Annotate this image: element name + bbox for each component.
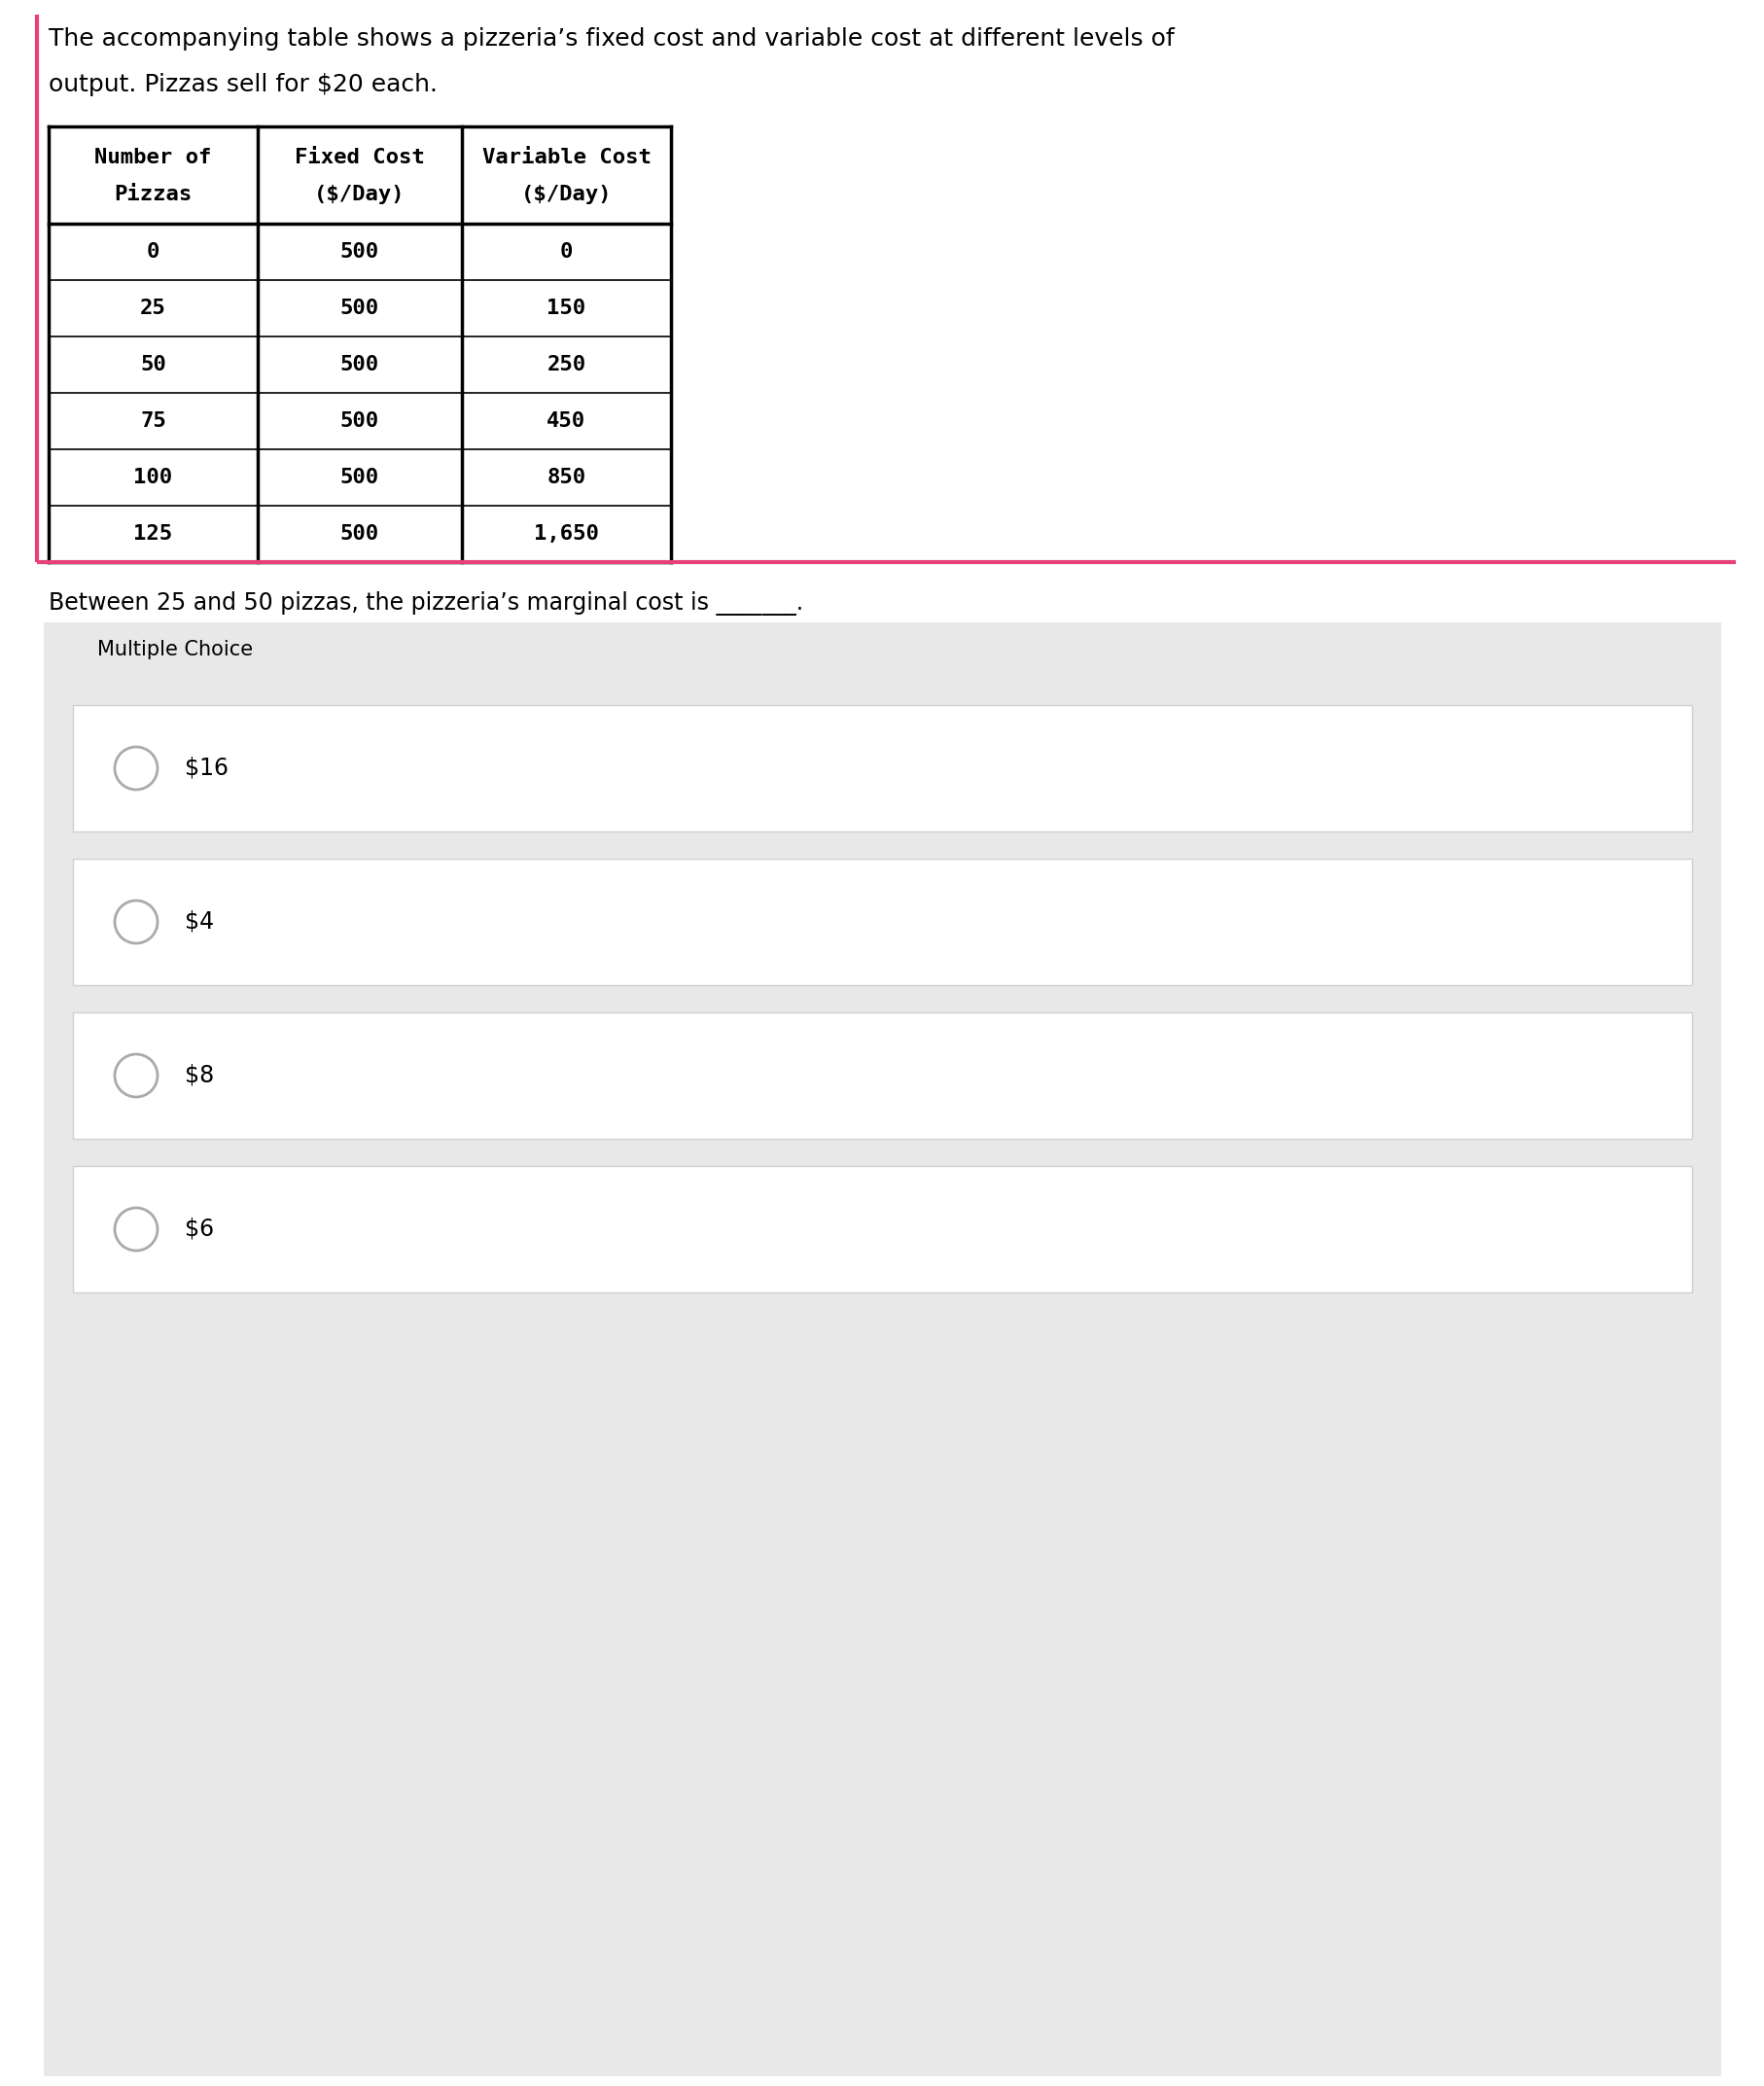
Text: $6: $6 — [185, 1218, 213, 1241]
FancyBboxPatch shape — [72, 1012, 1692, 1139]
Text: 500: 500 — [340, 524, 379, 544]
Text: 500: 500 — [340, 467, 379, 488]
Text: $4: $4 — [185, 909, 213, 935]
Text: Multiple Choice: Multiple Choice — [97, 640, 252, 659]
Text: 850: 850 — [547, 467, 586, 488]
Text: output. Pizzas sell for $20 each.: output. Pizzas sell for $20 each. — [49, 73, 437, 96]
FancyBboxPatch shape — [72, 859, 1692, 985]
FancyBboxPatch shape — [44, 622, 1720, 2076]
Text: 500: 500 — [340, 298, 379, 317]
Text: Fixed Cost: Fixed Cost — [295, 148, 425, 167]
Text: 25: 25 — [139, 298, 166, 317]
Text: $16: $16 — [185, 757, 228, 780]
Text: Number of: Number of — [95, 148, 212, 167]
Text: Between 25 and 50 pizzas, the pizzeria’s marginal cost is _______.: Between 25 and 50 pizzas, the pizzeria’s… — [49, 590, 803, 615]
Text: ($/Day): ($/Day) — [520, 186, 612, 204]
Text: 125: 125 — [134, 524, 173, 544]
Text: 75: 75 — [139, 411, 166, 432]
Text: 250: 250 — [547, 355, 586, 373]
Text: $8: $8 — [185, 1064, 213, 1087]
Text: 50: 50 — [139, 355, 166, 373]
Text: 500: 500 — [340, 411, 379, 432]
Text: 1,650: 1,650 — [534, 524, 598, 544]
Text: 0: 0 — [146, 242, 159, 261]
Text: 100: 100 — [134, 467, 173, 488]
Text: 500: 500 — [340, 242, 379, 261]
FancyBboxPatch shape — [72, 1166, 1692, 1293]
Text: The accompanying table shows a pizzeria’s fixed cost and variable cost at differ: The accompanying table shows a pizzeria’… — [49, 27, 1173, 50]
FancyBboxPatch shape — [72, 705, 1692, 832]
Text: 450: 450 — [547, 411, 586, 432]
Text: 150: 150 — [547, 298, 586, 317]
Text: 500: 500 — [340, 355, 379, 373]
Text: Pizzas: Pizzas — [115, 186, 192, 204]
Text: 0: 0 — [559, 242, 573, 261]
Text: Variable Cost: Variable Cost — [482, 148, 651, 167]
Text: ($/Day): ($/Day) — [314, 186, 406, 204]
